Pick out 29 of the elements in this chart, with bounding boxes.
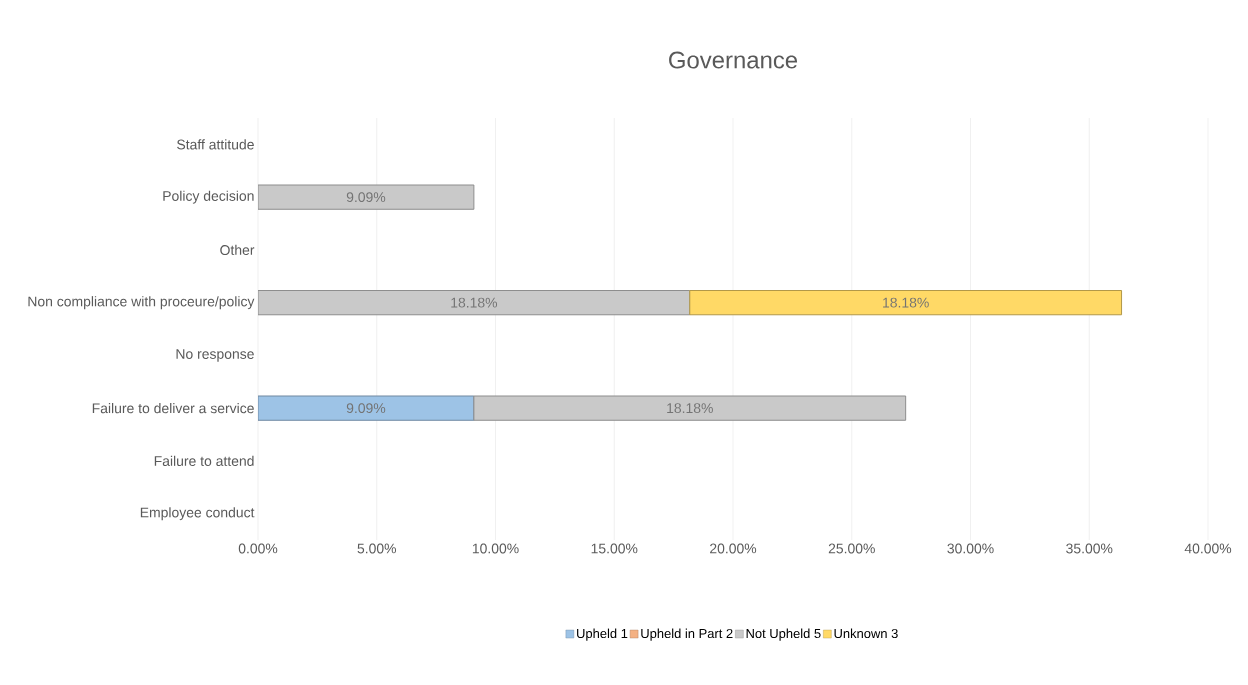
x-tick-label: 0.00%	[238, 543, 278, 554]
x-tick-label: 25.00%	[828, 543, 875, 554]
legend-label: Upheld 1	[577, 628, 628, 641]
bar	[473, 395, 907, 421]
data-label: 9.09%	[346, 192, 386, 203]
x-tick-label: 15.00%	[591, 543, 638, 554]
y-tick-label: Employee conduct	[140, 507, 255, 521]
data-label: 18.18%	[451, 297, 498, 308]
y-tick-label: Failure to attend	[154, 455, 254, 467]
y-tick-label: Staff attitude	[177, 139, 254, 150]
x-tick-label: 35.00%	[1066, 543, 1113, 554]
data-label: 18.18%	[883, 297, 929, 308]
x-tick-label: 20.00%	[710, 543, 757, 554]
data-label: 18.18%	[667, 403, 713, 414]
y-tick-label: No response	[176, 349, 254, 362]
legend-label: Upheld in Part 2	[641, 628, 733, 641]
x-tick-label: 40.00%	[1184, 543, 1232, 554]
y-tick-label: Policy decision	[163, 190, 254, 204]
bar	[689, 290, 1123, 316]
y-tick-label: Non compliance with proceure/policy	[28, 296, 255, 310]
data-label: 9.09%	[346, 403, 386, 414]
x-tick-label: 5.00%	[357, 543, 397, 554]
x-tick-label: 30.00%	[947, 543, 994, 554]
y-tick-label: Other	[220, 244, 255, 256]
legend-label: Not Upheld 5	[746, 628, 821, 641]
x-tick-label: 10.00%	[472, 543, 519, 554]
legend-label: Unknown 3	[834, 628, 898, 639]
chart-title: Governance	[669, 51, 798, 69]
y-tick-label: Failure to deliver a service	[92, 403, 254, 414]
